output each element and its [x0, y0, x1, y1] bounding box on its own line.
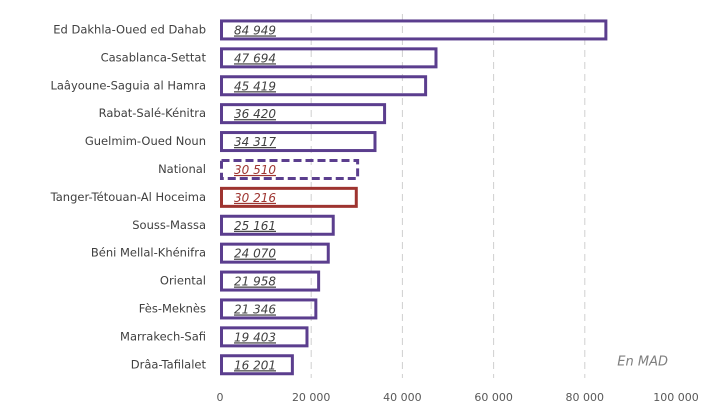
value-label: 25 161 [234, 219, 276, 233]
x-tick-label: 60 000 [474, 391, 513, 404]
x-tick-label: 40 000 [383, 391, 422, 404]
value-label: 19 403 [234, 330, 276, 344]
bar [220, 298, 318, 320]
bar [220, 19, 608, 41]
value-label: 24 070 [234, 247, 276, 261]
value-label: 21 346 [234, 302, 276, 316]
bar [220, 354, 294, 376]
value-label: 84 949 [234, 23, 276, 37]
bar [220, 158, 360, 180]
bar [220, 326, 309, 348]
y-tick-label: Béni Mellal-Khénifra [91, 246, 206, 260]
y-tick-label: Fès-Meknès [139, 301, 206, 315]
value-label: 47 694 [234, 51, 276, 65]
y-tick-label: Laâyoune-Saguia al Hamra [50, 78, 206, 92]
annotation: En MAD [617, 355, 668, 370]
y-tick-label: Ed Dakhla-Oued ed Dahab [53, 22, 206, 36]
y-tick-label: Casablanca-Settat [101, 50, 207, 64]
bar [220, 270, 321, 292]
y-tick-label: Drâa-Tafilalet [131, 357, 207, 371]
x-tick-label: 0 [217, 391, 224, 404]
value-label: 36 420 [234, 107, 276, 121]
y-tick-label: National [158, 162, 206, 176]
bar [220, 131, 377, 153]
value-label: 34 317 [234, 135, 276, 149]
bar [220, 47, 438, 69]
y-tick-label: Tanger-Tétouan-Al Hoceima [50, 190, 206, 204]
bar [220, 214, 335, 236]
value-label: 16 201 [234, 358, 276, 372]
value-label: 21 958 [234, 275, 276, 289]
value-label: 45 419 [234, 79, 276, 93]
y-tick-label: Rabat-Salé-Kénitra [99, 106, 206, 120]
bar [220, 186, 358, 208]
bar [220, 242, 330, 264]
x-tick-label: 20 000 [292, 391, 331, 404]
y-tick-label: Souss-Massa [132, 218, 206, 232]
value-label: 30 510 [234, 163, 276, 177]
y-tick-label: Guelmim-Oued Noun [85, 134, 206, 148]
y-tick-label: Marrakech-Safi [120, 329, 206, 343]
x-tick-label: 100 000 [653, 391, 699, 404]
bar [220, 75, 428, 97]
value-label: 30 216 [234, 191, 276, 205]
bar [220, 103, 387, 125]
y-tick-label: Oriental [160, 274, 206, 288]
x-tick-label: 80 000 [566, 391, 605, 404]
